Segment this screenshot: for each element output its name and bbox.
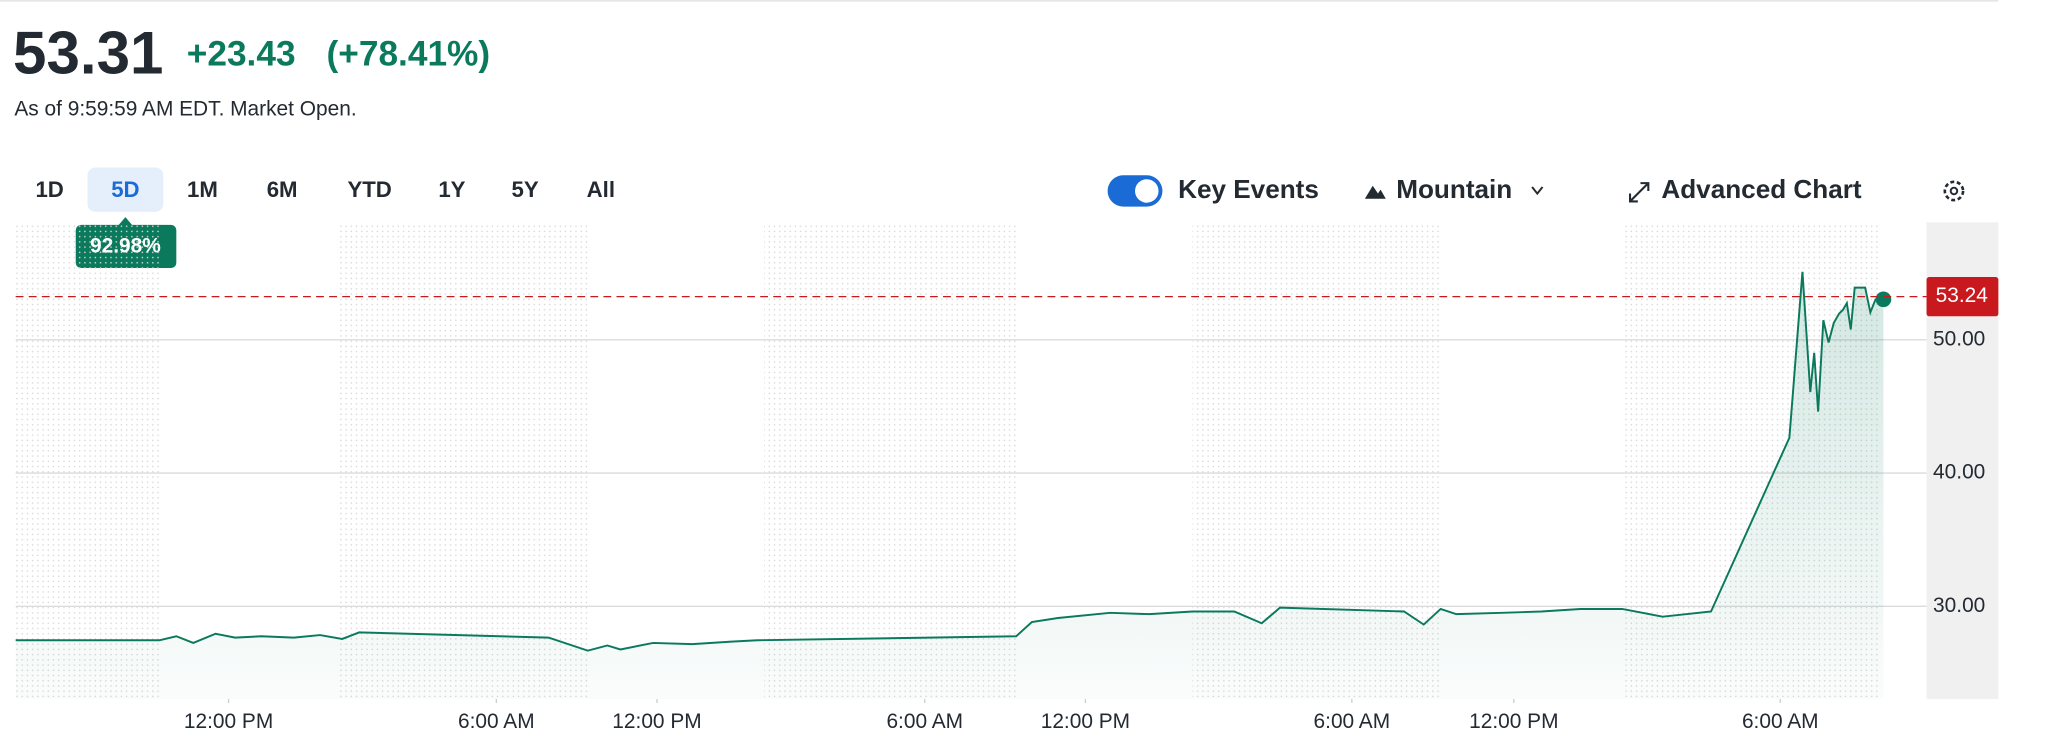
chart-style[interactable]: Mountain [1396, 174, 1512, 204]
reference-badge [1926, 277, 1999, 317]
session-shading [764, 222, 1017, 700]
y-tick-label: 30.00 [1933, 594, 1985, 617]
gear-outer[interactable] [1943, 180, 1965, 202]
advanced-chart[interactable]: Advanced Chart [1661, 174, 1862, 204]
x-tick-label: 6:00 AM [1314, 710, 1391, 733]
range-tab[interactable]: 1M [187, 177, 218, 202]
tab-highlight [87, 167, 164, 212]
settings[interactable] [1943, 180, 1965, 202]
key-events-label[interactable]: Key Events [1178, 174, 1319, 204]
x-tick-label: 12:00 PM [1469, 710, 1558, 733]
reference-label: 53.24 [1936, 284, 1988, 307]
session-shading [15, 222, 160, 700]
gear-inner [1949, 186, 1959, 196]
as-of: As of 9:59:59 AM EDT. Market Open. [14, 97, 356, 120]
x-tick-label: 6:00 AM [886, 710, 963, 733]
range-tab[interactable]: 1D [35, 177, 63, 202]
range-tab[interactable]: 1Y [438, 177, 465, 202]
chart: 30.00 40.00 50.00 12:00 PM 6:00 AM 12:00 PM 6:… [15, 222, 1999, 733]
change: +23.43 [187, 35, 296, 74]
x-tick-label: 12:00 PM [184, 710, 273, 733]
chevron [1531, 186, 1544, 196]
toggle-knob [1135, 179, 1159, 203]
y-tick-label: 50.00 [1933, 327, 1985, 350]
x-tick-label: 6:00 AM [1742, 710, 1819, 733]
x-tick-label: 12:00 PM [1041, 710, 1130, 733]
price: 53.31 [13, 20, 163, 87]
x-tick-label: 6:00 AM [458, 710, 535, 733]
y-tick-label: 40.00 [1933, 461, 1985, 484]
range-tab[interactable]: YTD [347, 177, 391, 202]
mountain-icon [1364, 185, 1386, 199]
expand-icon [1628, 182, 1650, 203]
range-tab[interactable]: All [587, 177, 615, 202]
range-tab[interactable]: 5D [111, 177, 139, 202]
range-tab[interactable]: 5Y [511, 177, 538, 202]
change-percent: (+78.41%) [327, 35, 491, 74]
range-tab[interactable]: 6M [267, 177, 298, 202]
last-point [1875, 291, 1892, 308]
price-line [15, 271, 1884, 652]
session-shading [336, 222, 588, 700]
key-events-toggle[interactable] [1107, 175, 1163, 207]
x-tick-label: 12:00 PM [612, 710, 701, 733]
area-fill [15, 271, 1884, 700]
